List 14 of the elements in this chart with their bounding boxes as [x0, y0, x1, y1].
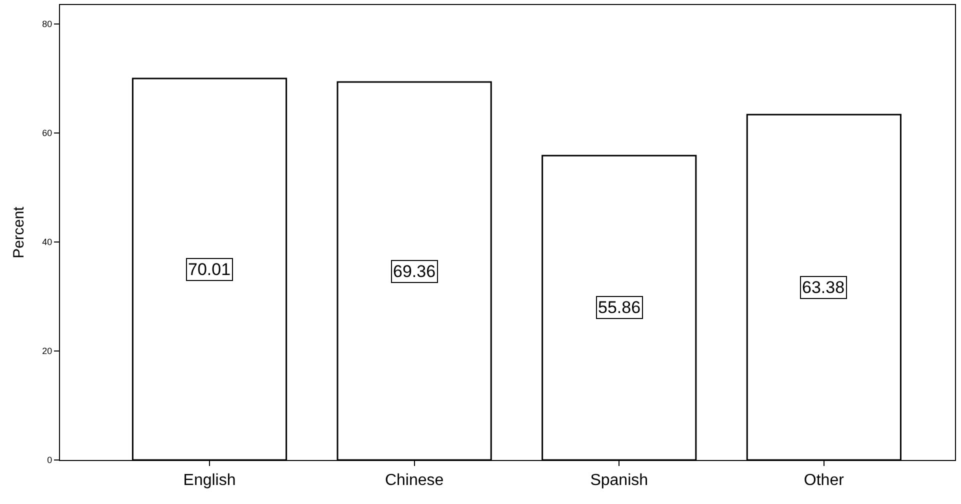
x-tick-label: Chinese: [384, 472, 444, 490]
y-tick-label: 20: [42, 346, 52, 356]
y-tick-label: 80: [42, 19, 52, 30]
x-tick-label: English: [183, 472, 236, 490]
y-tick-label: 0: [47, 455, 52, 466]
x-tick-label: Spanish: [590, 472, 648, 490]
y-tick-label: 60: [42, 128, 52, 138]
data-label: 63.38: [802, 278, 845, 297]
data-label: 69.36: [393, 262, 436, 281]
y-tick-label: 40: [42, 237, 52, 248]
x-tick-label: Other: [804, 472, 845, 490]
data-label: 55.86: [598, 298, 641, 317]
data-label: 70.01: [188, 260, 231, 279]
y-axis-title: Percent: [10, 206, 28, 258]
